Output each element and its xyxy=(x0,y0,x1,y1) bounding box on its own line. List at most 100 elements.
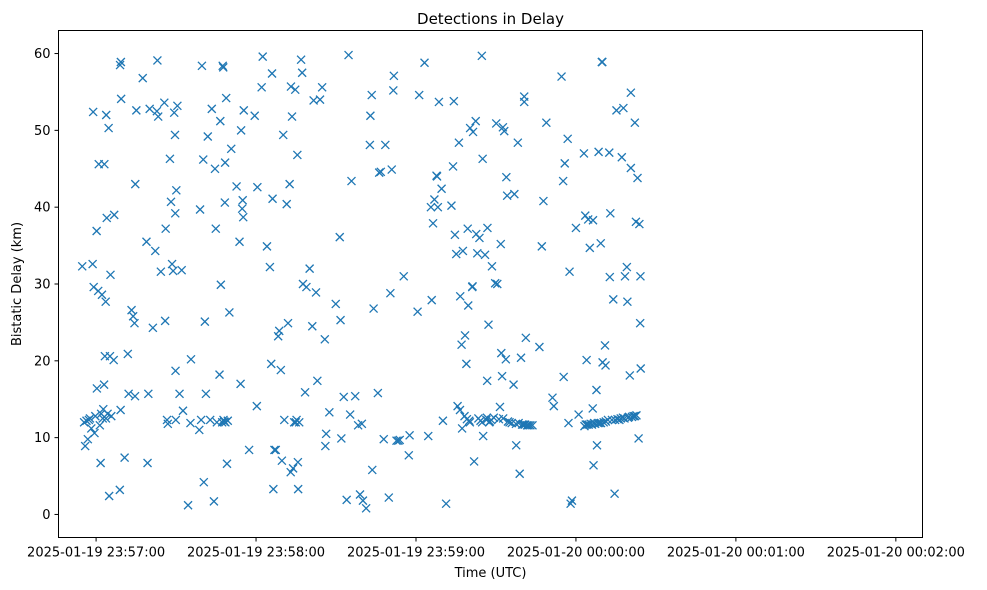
data-point xyxy=(588,215,598,225)
data-point xyxy=(501,354,511,364)
data-point xyxy=(336,315,346,325)
data-point xyxy=(99,159,109,169)
data-point xyxy=(369,304,379,314)
data-point xyxy=(320,441,330,451)
data-point xyxy=(596,418,606,428)
x-tick-label: 2025-01-19 23:59:00 xyxy=(347,546,485,561)
data-point xyxy=(557,72,567,82)
data-point xyxy=(365,111,375,121)
data-point xyxy=(335,232,345,242)
data-point xyxy=(592,385,601,395)
data-point xyxy=(524,420,533,430)
data-point xyxy=(612,105,621,115)
data-point xyxy=(238,212,248,222)
data-point xyxy=(357,419,367,429)
data-point xyxy=(130,391,140,401)
data-point xyxy=(166,197,176,207)
data-point xyxy=(283,318,293,328)
data-point xyxy=(269,445,279,455)
data-point xyxy=(109,355,119,365)
data-point xyxy=(127,305,137,315)
data-point xyxy=(344,50,354,60)
data-point xyxy=(350,391,360,401)
data-point xyxy=(454,138,464,148)
data-point xyxy=(534,342,544,352)
data-point xyxy=(450,230,460,240)
x-tick-label: 2025-01-20 00:01:00 xyxy=(667,546,805,561)
data-point xyxy=(77,261,87,271)
data-point xyxy=(342,495,352,505)
data-point xyxy=(405,430,415,440)
data-point xyxy=(455,405,465,415)
data-point xyxy=(120,453,130,463)
data-point xyxy=(626,163,636,173)
data-point xyxy=(226,144,236,154)
data-point xyxy=(404,450,414,460)
data-point xyxy=(305,264,315,274)
data-point xyxy=(156,267,166,277)
data-point xyxy=(468,281,477,291)
data-point xyxy=(236,379,246,389)
data-point xyxy=(115,485,125,495)
data-point xyxy=(291,417,301,427)
data-point xyxy=(236,125,246,135)
data-point xyxy=(209,496,219,506)
x-tick-label: 2025-01-19 23:57:00 xyxy=(27,546,165,561)
data-point xyxy=(438,416,448,426)
data-point xyxy=(461,359,471,369)
data-point xyxy=(563,134,573,144)
data-point xyxy=(432,171,442,181)
data-point xyxy=(159,98,169,108)
data-point xyxy=(183,500,193,510)
data-point xyxy=(296,55,306,65)
data-point xyxy=(315,95,325,105)
data-point xyxy=(634,219,644,229)
data-point xyxy=(388,85,398,95)
data-point xyxy=(169,108,179,118)
data-point xyxy=(170,130,180,140)
data-point xyxy=(86,423,96,433)
data-point xyxy=(429,195,439,204)
data-point xyxy=(200,317,210,327)
data-point xyxy=(116,57,126,67)
data-point xyxy=(601,360,610,370)
data-point xyxy=(392,436,401,446)
data-point xyxy=(96,458,106,468)
data-point xyxy=(389,71,399,81)
y-tick-label: 40 xyxy=(34,201,51,216)
data-point xyxy=(218,62,228,72)
data-point xyxy=(222,459,232,469)
data-point xyxy=(498,413,508,423)
data-point xyxy=(434,97,444,107)
data-point xyxy=(292,150,302,160)
y-tick-label: 10 xyxy=(34,431,51,446)
data-point xyxy=(196,415,206,425)
data-point xyxy=(521,333,531,343)
data-point xyxy=(265,262,275,272)
data-point xyxy=(99,380,109,390)
data-point xyxy=(605,272,615,282)
data-point xyxy=(211,224,221,234)
data-point xyxy=(478,154,488,164)
data-point xyxy=(471,116,481,126)
data-point xyxy=(109,210,119,220)
data-point xyxy=(496,348,506,358)
data-point xyxy=(161,224,171,234)
data-point xyxy=(379,434,389,444)
data-point xyxy=(285,179,295,189)
data-point xyxy=(513,138,523,148)
data-point xyxy=(622,297,632,307)
data-point xyxy=(608,294,618,304)
data-point xyxy=(290,85,300,95)
data-point xyxy=(565,267,575,277)
data-point xyxy=(257,82,267,92)
data-point xyxy=(635,271,645,281)
data-point xyxy=(489,413,499,423)
data-point xyxy=(267,69,277,78)
data-point xyxy=(237,204,247,214)
data-point xyxy=(358,496,368,506)
data-point xyxy=(460,331,470,340)
data-point xyxy=(106,411,116,421)
data-point xyxy=(262,241,272,251)
data-point xyxy=(88,107,98,117)
